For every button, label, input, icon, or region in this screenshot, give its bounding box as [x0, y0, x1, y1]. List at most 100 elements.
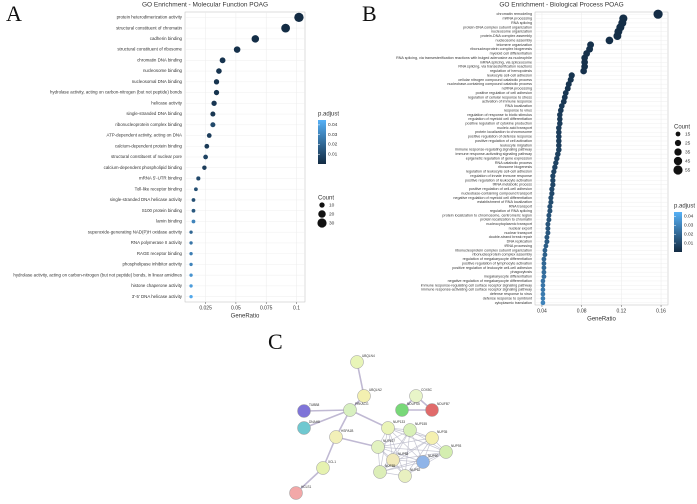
dot: [189, 262, 193, 267]
dot: [545, 221, 551, 227]
y-tick-label: positive regulation of cell activation: [475, 139, 532, 143]
y-tick-label: regulation of response to biotic stimulu…: [467, 113, 532, 117]
dot: [552, 164, 558, 170]
node-label: NUP133: [393, 420, 405, 424]
y-tick-label: protein heterodimerization activity: [117, 15, 183, 20]
y-tick-label: single-stranded DNA binding: [126, 111, 182, 116]
dot: [540, 300, 546, 306]
dot: [557, 111, 563, 118]
y-tick-label: RNA localization: [505, 104, 532, 108]
size-legend-title: Count: [318, 196, 334, 202]
network-edge: [387, 427, 406, 477]
node-label: NUP62: [410, 468, 421, 472]
dot: [543, 243, 549, 249]
dot: [545, 225, 551, 231]
size-key: [317, 218, 327, 228]
y-tick-label: RNA splicing, via transesterification re…: [458, 65, 532, 69]
y-tick-label: negative regulation of megakaryocyte dif…: [448, 279, 532, 283]
node-label: NUP50: [428, 454, 439, 458]
network-node: [425, 403, 439, 417]
dot: [557, 107, 564, 114]
network: UBQLN4 UBQLN2 TUBB8 DNAH8 PRKACG HSPA1B XCL1 HC…: [289, 354, 462, 500]
color-tick-label: 0.02: [328, 142, 338, 148]
dot: [542, 252, 548, 258]
network-node: [409, 389, 423, 403]
y-tick-label: regulation of leukocyte cell-cell adhesi…: [466, 170, 532, 174]
dot: [196, 176, 201, 181]
y-tick-label: nucleosome organization: [491, 30, 532, 34]
network-edge: [404, 429, 411, 477]
y-tick-label: RNA splicing: [511, 21, 532, 25]
y-tick-label: tRNA processing: [505, 244, 532, 248]
chart-title: GO Enrichment - Biological Process POAG: [499, 2, 623, 9]
color-bar: [318, 120, 326, 164]
y-tick-label: chromatin DNA binding: [137, 57, 182, 62]
dot: [189, 241, 193, 245]
dot: [540, 283, 546, 288]
dot: [561, 94, 568, 101]
dot: [541, 269, 547, 275]
network-edge: [335, 436, 379, 448]
y-tick-label: ncRNA processing: [502, 87, 532, 91]
dot: [540, 287, 546, 293]
color-tick-label: 0.01: [328, 151, 338, 157]
dot: [202, 165, 207, 170]
y-tick-label: ribosome biogenesis: [498, 165, 532, 169]
y-tick-label: nucleosome binding: [143, 68, 183, 73]
y-tick-label: double-strand break repair: [489, 235, 533, 239]
y-tick-label: megakaryocyte differentiation: [484, 275, 532, 279]
dot: [204, 143, 210, 149]
node-label: NDUFB7: [437, 402, 450, 406]
dot: [233, 46, 241, 53]
dot: [564, 85, 571, 92]
network-edge: [379, 461, 424, 473]
y-tick-label: immune response-regulating cell surface …: [421, 283, 532, 287]
dot: [213, 89, 220, 96]
dot: [548, 199, 554, 205]
dot: [216, 68, 222, 74]
y-tick-label: protein localization to chromatin: [480, 218, 532, 222]
network-edge: [377, 446, 424, 463]
network-edge: [377, 446, 447, 453]
node-label: NDUFS5: [407, 402, 420, 406]
dot: [556, 142, 562, 149]
node-label: UBQLN4: [362, 354, 375, 358]
node-label: NUP93: [451, 444, 462, 448]
dot: [213, 79, 220, 85]
network-edge: [392, 451, 447, 461]
y-tick-label: regulation of RNA splicing: [490, 209, 532, 213]
dot: [191, 219, 196, 224]
size-key: [673, 165, 683, 175]
y-tick-label: regulation of hemopoiesis: [490, 69, 532, 73]
dot: [191, 198, 196, 202]
node-label: COX5C: [421, 388, 433, 392]
network-node: [350, 355, 364, 369]
x-tick-label: 0.025: [199, 305, 212, 311]
y-tick-label: establishment of RNA localization: [477, 200, 532, 204]
dot: [281, 23, 290, 33]
y-tick-label: protein localization to chromosome, cent…: [442, 213, 532, 217]
network-node: [398, 469, 412, 483]
dot: [194, 187, 198, 192]
panel-label: A: [6, 1, 22, 26]
dot: [556, 133, 562, 140]
dot: [550, 177, 556, 183]
node-label: PRKACG: [355, 402, 369, 406]
y-tick-label: ribonucleoprotein complex binding: [115, 122, 182, 127]
network-edge: [387, 427, 447, 453]
y-tick-label: regulation of megakaryocyte differentiat…: [463, 257, 532, 261]
x-tick-label: 0.12: [616, 308, 626, 314]
y-tick-label: 3'-5' DNA helicase activity: [132, 294, 183, 299]
dot: [556, 138, 562, 144]
network-node: [381, 421, 395, 435]
dot: [557, 120, 563, 127]
network-node: [395, 403, 409, 417]
network-node: [343, 403, 357, 417]
size-tick-label: 20: [329, 211, 335, 217]
dot: [540, 291, 546, 297]
network-node: [297, 404, 311, 418]
y-tick-label: activation of immune response: [482, 100, 532, 104]
network-node: [425, 431, 439, 445]
y-tick-label: mRNA processing: [502, 17, 532, 21]
y-tick-label: cadherin binding: [150, 36, 183, 41]
